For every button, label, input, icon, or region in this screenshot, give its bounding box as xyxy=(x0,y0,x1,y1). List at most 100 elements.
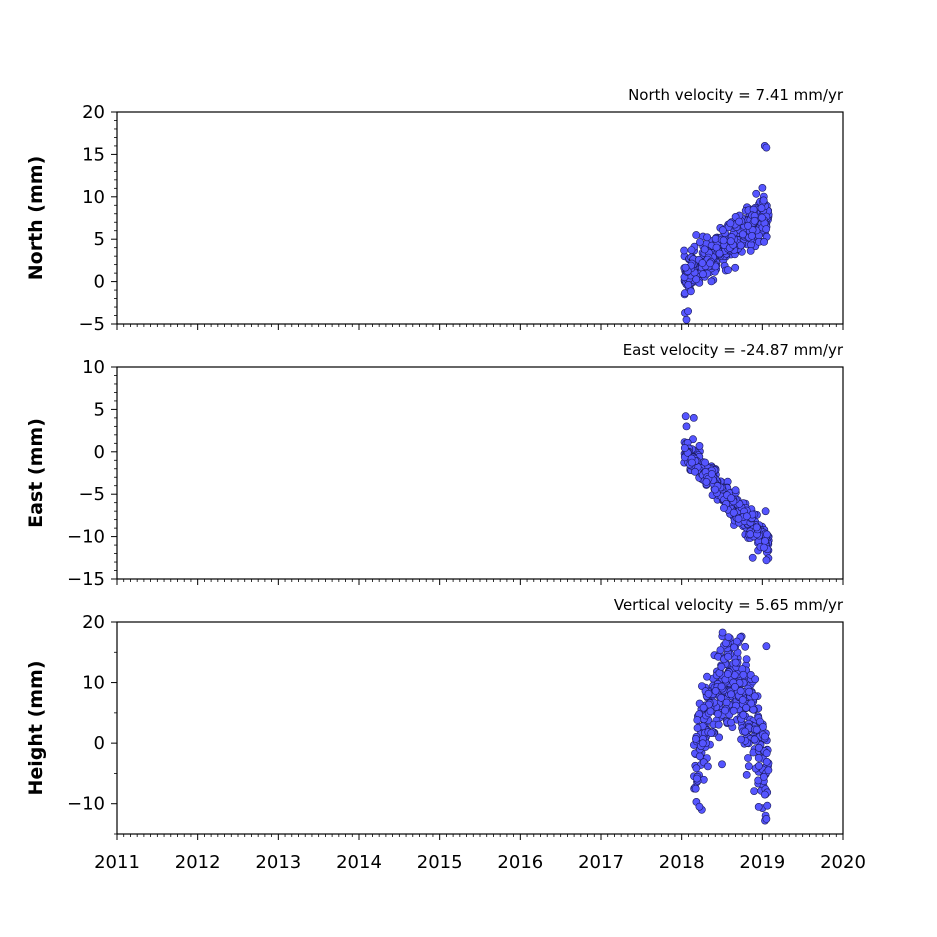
data-point xyxy=(695,752,704,761)
data-point xyxy=(691,784,700,793)
data-point xyxy=(680,246,688,255)
data-point xyxy=(763,530,771,539)
data-point xyxy=(750,216,759,225)
data-point xyxy=(760,543,768,552)
x-tick-label: 2018 xyxy=(659,852,705,873)
panel-height: 20 10 0 −10 2011 2012 2013 2014 2015 2016 2017 2018… xyxy=(25,596,866,873)
y-tick-label: −10 xyxy=(67,527,105,548)
y-tick-label: 0 xyxy=(94,442,105,463)
data-point xyxy=(707,470,716,478)
y-tick-label: 10 xyxy=(82,187,105,208)
data-point xyxy=(737,735,745,744)
y-tick-label: 15 xyxy=(82,144,105,165)
data-point xyxy=(703,672,711,681)
axes-frame xyxy=(116,366,844,580)
y-tick-label: −10 xyxy=(67,794,105,815)
data-point xyxy=(704,689,713,698)
data-point xyxy=(744,762,753,771)
data-point xyxy=(762,143,771,152)
data-point xyxy=(715,733,723,742)
data-point xyxy=(692,764,701,773)
data-point xyxy=(744,754,752,762)
data-point xyxy=(750,692,759,701)
x-tick-label: 2013 xyxy=(255,852,301,873)
data-point xyxy=(714,720,723,729)
data-point xyxy=(762,556,771,565)
data-point xyxy=(748,231,756,240)
data-point xyxy=(718,760,726,769)
data-point xyxy=(689,435,697,444)
data-point xyxy=(726,219,735,228)
data-point xyxy=(751,675,760,684)
data-point xyxy=(744,221,752,230)
data-point xyxy=(695,441,704,450)
data-point xyxy=(754,776,763,785)
y-tick-label: −5 xyxy=(78,314,105,335)
data-point xyxy=(692,735,700,743)
data-point xyxy=(716,646,725,654)
data-point xyxy=(687,287,695,296)
data-point xyxy=(762,749,771,758)
velocity-annotation: Vertical velocity = 5.65 mm/yr xyxy=(614,596,844,614)
data-point xyxy=(702,477,711,486)
y-tick-label: 20 xyxy=(82,102,105,123)
data-point xyxy=(729,508,738,517)
x-tick-label: 2014 xyxy=(336,852,382,873)
data-point xyxy=(698,259,707,267)
velocity-annotation: East velocity = -24.87 mm/yr xyxy=(623,341,844,359)
data-point xyxy=(742,655,751,663)
data-point xyxy=(762,642,771,651)
data-point xyxy=(746,530,755,539)
data-point xyxy=(698,739,707,748)
data-point xyxy=(699,270,707,279)
data-point xyxy=(752,523,761,532)
x-tick-label: 2017 xyxy=(578,852,624,873)
data-point xyxy=(752,725,761,734)
data-point xyxy=(714,710,722,718)
data-point xyxy=(763,801,772,810)
data-point xyxy=(752,189,761,198)
data-point xyxy=(762,757,771,766)
x-tick-label: 2015 xyxy=(417,852,463,873)
x-tick-label: 2020 xyxy=(820,852,866,873)
data-point xyxy=(711,485,719,494)
data-point xyxy=(717,662,726,671)
data-point xyxy=(689,413,698,422)
data-point xyxy=(699,703,708,712)
data-point xyxy=(741,727,749,736)
x-tick-label: 2016 xyxy=(497,852,543,873)
data-point xyxy=(688,458,696,467)
velocity-annotation: North velocity = 7.41 mm/yr xyxy=(628,86,844,104)
x-tick-label: 2011 xyxy=(94,852,140,873)
data-point xyxy=(757,204,766,212)
data-point xyxy=(745,687,753,696)
data-point xyxy=(719,236,728,245)
data-point xyxy=(734,514,743,523)
data-point xyxy=(684,307,692,316)
data-point xyxy=(750,787,758,795)
data-point xyxy=(741,642,750,651)
data-point xyxy=(742,512,751,521)
y-tick-label: 10 xyxy=(82,673,105,694)
data-point xyxy=(700,245,709,254)
data-point xyxy=(693,724,702,732)
data-point xyxy=(760,773,768,781)
data-point xyxy=(718,226,727,235)
data-point xyxy=(762,815,771,823)
data-point xyxy=(758,213,766,222)
y-tick-label: −5 xyxy=(78,484,105,505)
y-axis-label: North (mm) xyxy=(25,156,47,281)
panel-north: 20 15 10 5 0 −5 North (mm) North velocity = 7.4… xyxy=(25,86,844,335)
data-point xyxy=(739,230,747,239)
data-point xyxy=(758,183,767,192)
data-point xyxy=(724,266,732,274)
data-point xyxy=(761,732,769,741)
data-point xyxy=(717,682,726,691)
y-tick-label: 0 xyxy=(94,272,105,293)
data-point xyxy=(692,275,701,284)
data-point xyxy=(695,802,704,811)
y-tick-label: 5 xyxy=(94,229,105,250)
y-tick-label: 5 xyxy=(94,399,105,420)
data-point xyxy=(727,494,736,502)
data-point xyxy=(711,687,720,695)
